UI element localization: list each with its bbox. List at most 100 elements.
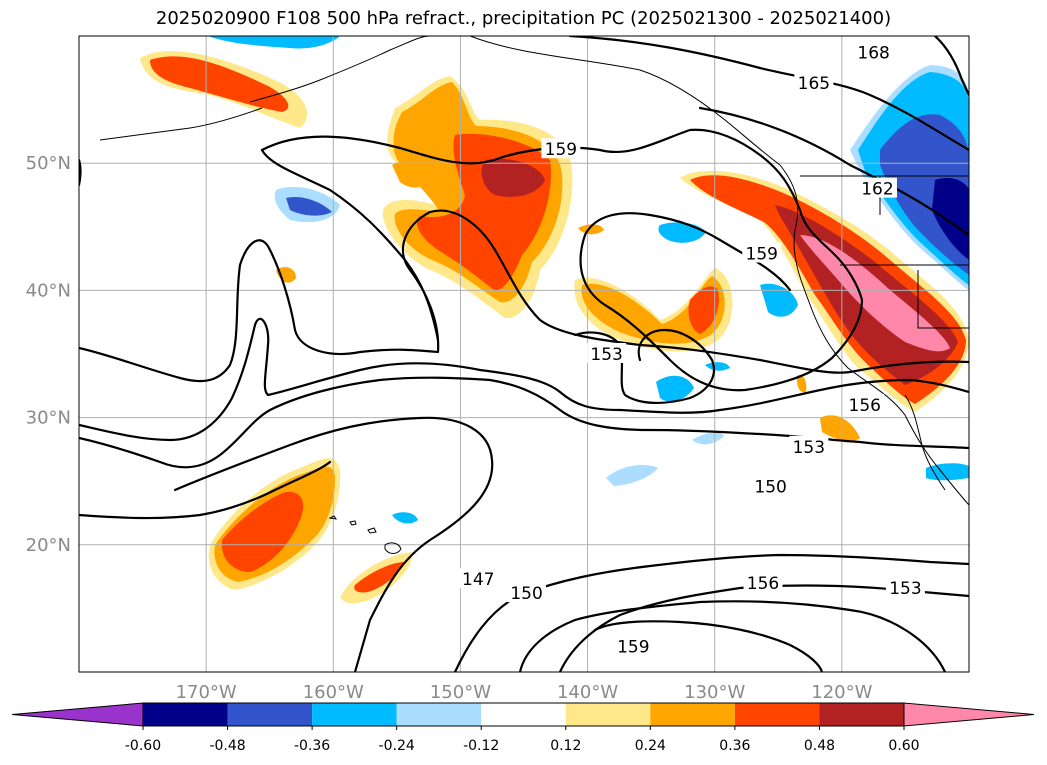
contour-label-bg [613,635,653,656]
lon-tick-label: 120°W [811,682,872,703]
contour-label-bg [789,435,829,456]
colorbar-tick-label: 0.36 [719,738,750,754]
contour-153-south [558,584,969,672]
contour-label-bg [541,138,581,159]
contour-label: 153 [889,579,921,599]
precip-area-small-3 [820,415,860,441]
precip-area-neg-5 [606,465,658,486]
precip-area-neg-4 [656,375,694,402]
precip-area-neg-2 [658,222,706,243]
contour-label-bg [751,475,791,496]
coastline-westcoast [779,164,969,506]
contour-159-south [593,620,824,672]
precip-positive-shading [140,50,969,604]
precip-area-neg-7 [392,512,418,524]
colorbar-extend-min [11,702,144,727]
contour-label: 156 [747,574,779,594]
contour-label-bg [885,577,925,598]
contour-label-bg [794,72,834,93]
contour-label-bg [845,393,885,414]
colorbar-extend-max [903,702,1035,727]
contour-162 [698,106,969,237]
coastline-aleutians [99,107,263,141]
lat-tick-label: 40°N [26,280,71,301]
coastlines [99,36,969,506]
colorbar-bin [734,703,820,726]
colorbar-bin [481,703,566,726]
contour-label-bg [458,568,498,589]
contour-label-bg [857,177,897,198]
contour-label: 147 [462,570,494,590]
precip-area-hawaii-west-red [221,491,304,572]
coastline-baja [904,394,946,491]
contour-label: 159 [545,140,577,160]
precip-area-neg-3 [760,283,798,317]
contour-147 [173,416,494,672]
border-states-2 [917,270,969,329]
chart-title: 2025020900 F108 500 hPa refract., precip… [155,8,892,29]
precip-area-westcoast-pink [800,235,950,352]
colorbar: -0.60 -0.48 -0.36 -0.24 -0.12 0.12 0.24 0.36 0.4… [11,702,1035,754]
colorbar-tick-label: -0.24 [379,738,415,754]
precip-negative-shading [208,36,969,524]
colorbar-tick-label: 0.60 [888,738,919,754]
colorbar-bin [312,703,397,726]
hawaiian-islands [328,515,402,554]
lon-tick-label: 130°W [684,682,745,703]
colorbar-tick-label: -0.60 [125,738,161,754]
contour-label-bg [507,582,547,603]
lon-tick-labels: 170°W 160°W 150°W 140°W 130°W 120°W [176,682,873,703]
precip-area-neg-1-core [286,196,332,216]
coastline-alaska [249,36,431,103]
precip-area-neg-10 [705,362,730,371]
contour-label: 162 [861,180,893,200]
colorbar-tick-label: 0.12 [550,738,581,754]
precip-area-aleutian-core [150,56,289,112]
contour-labels: 168 165 162 159 159 153 156 153 150 147 150 156 153 1… [458,41,925,658]
precip-area-canada-navy [932,178,969,260]
contour-label: 153 [793,438,825,458]
lon-tick-label: 150°W [430,682,491,703]
colorbar-bin [227,703,313,726]
contour-label: 165 [798,74,830,94]
colorbar-bin [650,703,735,726]
contour-156 [79,209,969,383]
contour-150-south [79,460,969,672]
colorbar-tick-label: 0.24 [635,738,666,754]
contour-label: 159 [617,638,649,658]
lon-tick-label: 160°W [303,682,364,703]
precip-area-small-4 [578,224,604,235]
lat-tick-label: 20°N [26,535,71,556]
colorbar-tick-label: 0.48 [804,738,835,754]
map-area: 168 165 162 159 159 153 156 153 150 147 150 156 153 1… [79,36,969,672]
colorbar-bin [396,703,482,726]
lat-tick-label: 50°N [26,153,71,174]
precip-area-cutoff-red [688,286,719,334]
colorbar-tick-label: -0.12 [463,738,499,754]
colorbar-frame [142,702,905,727]
precip-area-small-1 [392,162,432,188]
precip-area-small-5 [796,374,807,393]
contour-label: 156 [849,396,881,416]
precip-area-hawaii-east-red [354,562,404,593]
contour-label-bg [587,343,627,363]
contour-label-bg [854,41,894,62]
colorbar-bin [565,703,651,726]
gridlines [79,36,969,672]
precip-area-gulf-dark [481,158,545,197]
borders [800,175,969,329]
precip-area-neg-9 [208,36,340,49]
contour-label: 159 [746,245,778,265]
contour-label: 150 [510,584,542,604]
precip-area-neg-8 [926,463,969,481]
precip-area-cutoff-orange [581,276,725,344]
colorbar-bin [143,703,228,726]
contour-label-bg [743,571,783,592]
colorbar-tick-label: -0.36 [294,738,330,754]
contour-label: 168 [857,44,889,64]
coastline-alaska-panhandle [469,36,781,166]
lat-tick-labels: 20°N 30°N 40°N 50°N [26,153,71,556]
colorbar-bin [819,703,904,726]
lon-tick-label: 170°W [176,682,237,703]
